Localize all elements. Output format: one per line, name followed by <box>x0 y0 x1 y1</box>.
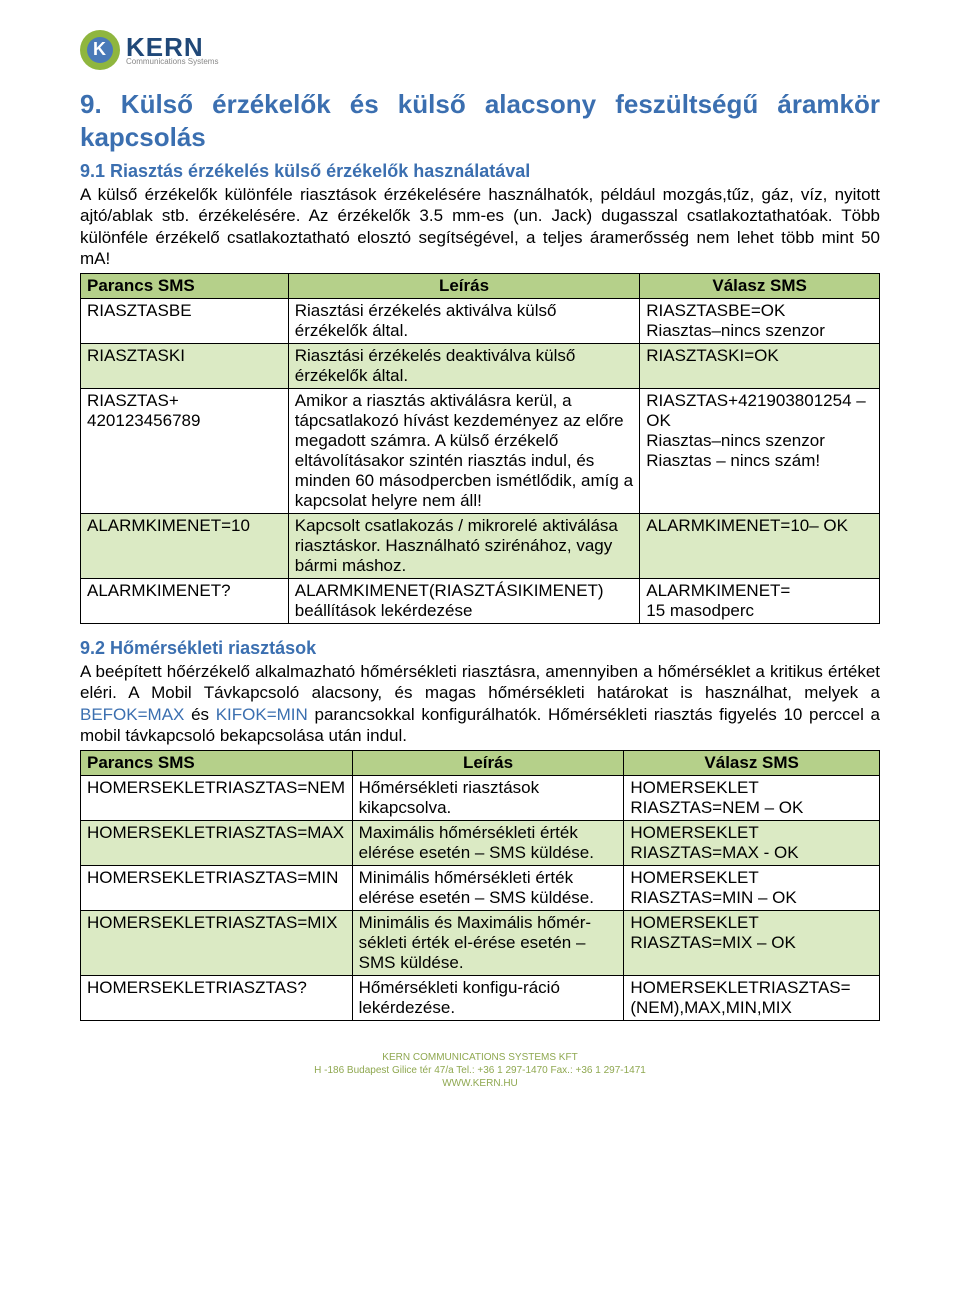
footer-line-3: WWW.KERN.HU <box>80 1077 880 1090</box>
section-title: 9. Külső érzékelők és külső alacsony fes… <box>80 88 880 153</box>
desc-cell: Kapcsolt csatlakozás / mikrorelé aktivál… <box>288 514 640 579</box>
table-row: HOMERSEKLETRIASZTAS?Hőmérsékleti konfigu… <box>81 976 880 1021</box>
table-row: HOMERSEKLETRIASZTAS=MAXMaximális hőmérsé… <box>81 821 880 866</box>
table-commands-2: Parancs SMS Leírás Válasz SMS HOMERSEKLE… <box>80 750 880 1021</box>
table-row: RIASZTAS+ 420123456789Amikor a riasztás … <box>81 389 880 514</box>
desc-cell: Amikor a riasztás aktiválásra kerül, a t… <box>288 389 640 514</box>
cmd-cell: HOMERSEKLETRIASZTAS=NEM <box>81 776 353 821</box>
cmd-cell: RIASZTAS+ 420123456789 <box>81 389 289 514</box>
table-row: ALARMKIMENET=10Kapcsolt csatlakozás / mi… <box>81 514 880 579</box>
table-commands-1: Parancs SMS Leírás Válasz SMS RIASZTASBE… <box>80 273 880 624</box>
table2-header-desc: Leírás <box>352 751 624 776</box>
cmd-cell: HOMERSEKLETRIASZTAS? <box>81 976 353 1021</box>
resp-cell: HOMERSEKLET RIASZTAS=NEM – OK <box>624 776 880 821</box>
resp-cell: HOMERSEKLET RIASZTAS=MIX – OK <box>624 911 880 976</box>
cmd-cell: RIASZTASKI <box>81 344 289 389</box>
table2-header-cmd: Parancs SMS <box>81 751 353 776</box>
table-row: HOMERSEKLETRIASZTAS=MIXMinimális és Maxi… <box>81 911 880 976</box>
keyword-kifok: KIFOK=MIN <box>216 705 308 724</box>
footer-line-1: KERN COMMUNICATIONS SYSTEMS KFT <box>80 1051 880 1064</box>
subsection-9-1-text: A külső érzékelők különféle riasztások é… <box>80 184 880 269</box>
table-row: ALARMKIMENET?ALARMKIMENET(RIASZTÁSIKIMEN… <box>81 579 880 624</box>
desc-cell: Hőmérsékleti riasztások kikapcsolva. <box>352 776 624 821</box>
resp-cell: RIASZTASKI=OK <box>640 344 880 389</box>
cmd-cell: ALARMKIMENET? <box>81 579 289 624</box>
keyword-befok: BEFOK=MAX <box>80 705 184 724</box>
table2-header-resp: Válasz SMS <box>624 751 880 776</box>
page-footer: KERN COMMUNICATIONS SYSTEMS KFT H -186 B… <box>80 1051 880 1090</box>
logo-icon: K <box>80 30 120 70</box>
desc-cell: ALARMKIMENET(RIASZTÁSIKIMENET) beállítás… <box>288 579 640 624</box>
text-part-b: és <box>184 705 215 724</box>
cmd-cell: RIASZTASBE <box>81 299 289 344</box>
resp-cell: ALARMKIMENET=10– OK <box>640 514 880 579</box>
resp-cell: HOMERSEKLET RIASZTAS=MAX - OK <box>624 821 880 866</box>
table-row: RIASZTASKIRiasztási érzékelés deaktiválv… <box>81 344 880 389</box>
logo-icon-letter: K <box>93 39 106 60</box>
text-part-a: A beépített hőérzékelő alkalmazható hőmé… <box>80 662 880 702</box>
desc-cell: Maximális hőmérsékleti érték elérése ese… <box>352 821 624 866</box>
resp-cell: RIASZTAS+421903801254 – OK Riasztas–ninc… <box>640 389 880 514</box>
logo-tagline: Communications Systems <box>126 58 218 66</box>
table1-header-cmd: Parancs SMS <box>81 274 289 299</box>
footer-line-2: H -186 Budapest Gilice tér 47/a Tel.: +3… <box>80 1064 880 1077</box>
table-row: HOMERSEKLETRIASZTAS=NEMHőmérsékleti rias… <box>81 776 880 821</box>
resp-cell: HOMERSEKLET RIASZTAS=MIN – OK <box>624 866 880 911</box>
table-row: HOMERSEKLETRIASZTAS=MINMinimális hőmérsé… <box>81 866 880 911</box>
subsection-9-1-title: 9.1 Riasztás érzékelés külső érzékelők h… <box>80 161 880 182</box>
resp-cell: HOMERSEKLETRIASZTAS= (NEM),MAX,MIN,MIX <box>624 976 880 1021</box>
desc-cell: Riasztási érzékelés aktiválva külső érzé… <box>288 299 640 344</box>
desc-cell: Minimális és Maximális hőmér-sékleti ért… <box>352 911 624 976</box>
desc-cell: Minimális hőmérsékleti érték elérése ese… <box>352 866 624 911</box>
desc-cell: Hőmérsékleti konfigu-ráció lekérdezése. <box>352 976 624 1021</box>
cmd-cell: ALARMKIMENET=10 <box>81 514 289 579</box>
table1-header-desc: Leírás <box>288 274 640 299</box>
resp-cell: RIASZTASBE=OK Riasztas–nincs szenzor <box>640 299 880 344</box>
resp-cell: ALARMKIMENET= 15 masodperc <box>640 579 880 624</box>
table1-header-resp: Válasz SMS <box>640 274 880 299</box>
table-row: RIASZTASBERiasztási érzékelés aktiválva … <box>81 299 880 344</box>
desc-cell: Riasztási érzékelés deaktiválva külső ér… <box>288 344 640 389</box>
cmd-cell: HOMERSEKLETRIASZTAS=MIN <box>81 866 353 911</box>
cmd-cell: HOMERSEKLETRIASZTAS=MIX <box>81 911 353 976</box>
cmd-cell: HOMERSEKLETRIASZTAS=MAX <box>81 821 353 866</box>
subsection-9-2-title: 9.2 Hőmérsékleti riasztások <box>80 638 880 659</box>
subsection-9-2-text: A beépített hőérzékelő alkalmazható hőmé… <box>80 661 880 746</box>
logo: K KERN Communications Systems <box>80 30 880 70</box>
